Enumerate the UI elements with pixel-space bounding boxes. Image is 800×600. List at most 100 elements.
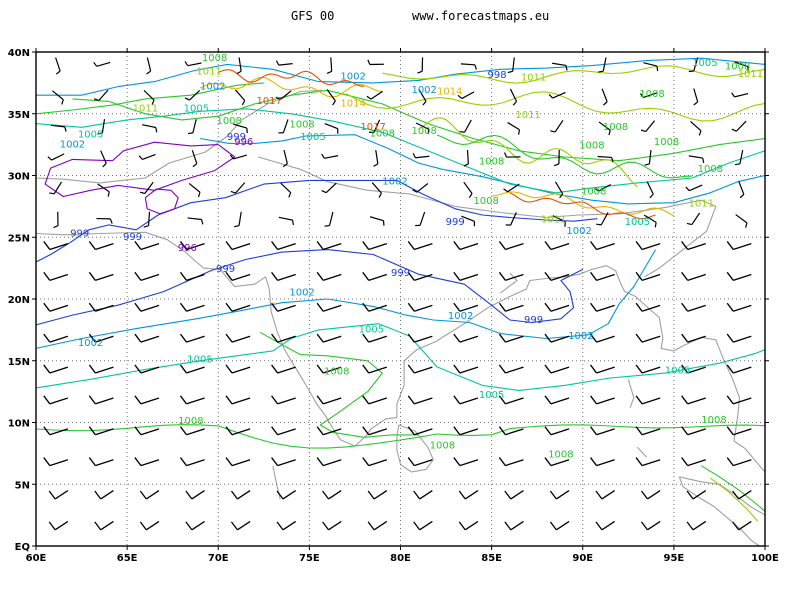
wind-barb-flag [291,220,294,226]
wind-barb-flag [179,302,187,312]
wind-barb-flag [681,457,689,466]
lat-tick-label: 35N [8,110,30,121]
wind-barb-staff [140,273,160,281]
wind-barb-flag [64,126,67,132]
lon-tick-label: 100E [751,553,779,564]
wind-barb-staff [322,242,342,251]
wind-barb-staff [645,120,656,132]
wind-barb-staff [552,215,566,223]
wind-barb-staff [507,121,520,131]
wind-barb-flag [316,241,324,250]
wind-barb-flag [138,155,143,160]
wind-barb-flag [635,426,643,436]
wind-barb-staff [330,57,333,72]
wind-barb-staff [95,242,114,251]
wind-barb-flag [276,490,284,500]
wind-barb-flag [48,490,56,500]
wind-barb-staff [95,273,114,281]
wind-barb-staff [95,366,114,374]
wind-barb-flag [43,241,51,250]
wind-barb-staff [556,520,570,531]
wind-barb-staff [687,397,706,405]
wind-barb-flag [134,333,142,343]
wind-barb-staff [414,428,433,436]
wind-barb-flag [276,521,284,531]
wind-barb-staff [733,304,752,312]
isobar-1008-peninsula [259,331,419,438]
wind-barb-staff [49,335,69,343]
sri-lanka-coast [396,424,434,473]
wind-barb-flag [702,157,705,164]
isobar-label: 1002 [200,81,225,92]
lon-tick-label: 90E [572,553,593,564]
wind-barb-staff [368,335,388,343]
lat-tick-label: 30N [8,172,30,183]
wind-barb-flag [43,426,51,436]
wind-barb-flag [458,490,466,500]
wind-barb-flag [134,241,142,250]
wind-barb-flag [656,65,659,72]
wind-barb-flag [559,193,564,199]
isobar-label: 999 [70,228,89,239]
wind-barb-staff [647,520,661,531]
isobar-label: 1011 [521,73,546,84]
isobar-label: 1002 [448,311,473,322]
wind-barb-staff [641,366,661,374]
wind-barb-flag [681,271,689,281]
isobar-label: 1008 [603,122,628,133]
wind-barb-staff [641,459,661,467]
wind-barb-flag [498,364,506,374]
wind-barb-staff [100,520,114,531]
wind-barb-flag [589,302,598,312]
wind-barb-staff [739,149,744,164]
wind-barb-flag [185,490,193,500]
isobar-label: 1002 [78,338,103,349]
wind-barb-staff [738,490,752,500]
wind-barb-flag [734,163,741,166]
wind-barb-staff [328,490,342,500]
wind-barb-flag [544,302,552,312]
wind-barb-staff [186,459,205,467]
wind-barb-flag [635,457,643,466]
lon-tick-label: 75E [299,553,320,564]
wind-barb-staff [231,304,251,312]
wind-barb-flag [693,101,699,106]
wind-barb-staff [140,397,160,405]
wind-barb-staff [733,397,752,405]
wind-barb-flag [43,364,51,374]
wind-barb-flag [407,241,415,250]
wind-barb-flag [184,97,190,101]
wind-barb-flag [229,154,234,160]
wind-barb-flag [726,333,734,343]
wind-barb-staff [414,335,433,343]
wind-barb-flag [498,271,506,281]
wind-barb-staff [418,88,427,102]
wind-barb-flag [640,521,649,531]
wind-barb-staff [373,490,388,500]
isobar-1014-west [199,76,383,98]
wind-barb-staff [53,181,63,195]
wind-barb-staff [419,520,433,531]
wind-barb-flag [366,95,372,100]
wind-barb-staff [370,90,383,100]
wind-barb-staff [734,92,749,98]
wind-barb-flag [143,225,149,228]
wind-barb-staff [324,122,338,130]
isobar-label: 1008 [725,62,750,73]
wind-barb-flag [544,364,552,374]
wind-barb-flag [681,241,689,250]
wind-barb-staff [277,397,296,405]
wind-barb-flag [407,395,415,405]
wind-barb-flag [681,333,689,343]
wind-barb-staff [601,88,608,102]
wind-barb-flag [88,395,96,405]
wind-barb-staff [326,89,336,102]
wind-barb-staff [687,304,706,312]
wind-barb-staff [54,490,69,500]
wind-barb-staff [646,181,654,195]
wind-barb-staff [143,89,155,101]
wind-barb-staff [191,520,205,531]
wind-barb-staff [687,459,706,467]
isobar-label: 1002 [340,71,365,82]
wind-barb-staff [505,335,524,343]
